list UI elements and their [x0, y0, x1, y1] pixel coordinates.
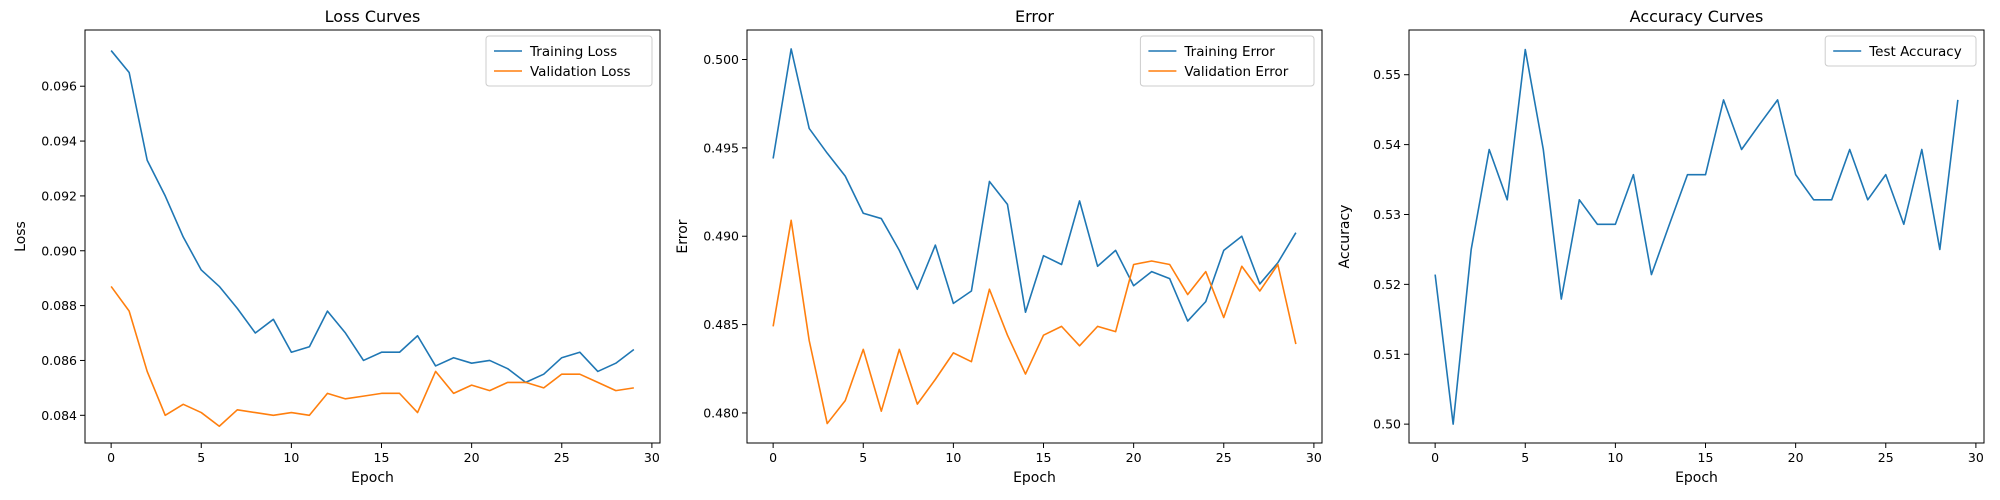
x-tick-label: 20 [464, 450, 480, 465]
x-tick-label: 10 [283, 450, 299, 465]
legend-box [485, 35, 653, 87]
subplot-error: Error Epoch Error 0 5 10 15 20 25 30 0.480 0.485… [675, 7, 1323, 486]
y-tick-label: 0.096 [41, 79, 77, 94]
y-tick-label: 0.094 [41, 134, 77, 149]
legend-label: Validation Loss [530, 64, 631, 80]
y-tick-label: 0.495 [703, 140, 739, 155]
x-tick-label: 15 [1698, 450, 1714, 465]
chart-title: Loss Curves [325, 7, 421, 26]
series-line-1 [772, 48, 1297, 322]
y-tick-label: 0.086 [41, 353, 77, 368]
x-tick-label: 0 [107, 450, 115, 465]
y-tick-label: 0.088 [41, 298, 77, 313]
y-tick-label: 0.50 [1373, 417, 1401, 432]
x-tick-label: 30 [1306, 450, 1322, 465]
subplot-loss-curves: Loss Curves Epoch Loss 0 5 10 15 20 25 30 0.084… [13, 7, 661, 486]
legend-label: Validation Error [1184, 64, 1288, 80]
chart-title: Accuracy Curves [1630, 7, 1764, 26]
x-tick-label: 20 [1788, 450, 1804, 465]
x-tick-label: 10 [1607, 450, 1623, 465]
series-line-1 [1434, 48, 1959, 425]
legend: Training Loss Validation Loss [485, 35, 653, 87]
y-axis-label: Loss [13, 221, 29, 252]
plot-frame [84, 29, 661, 444]
x-tick-label: 30 [1968, 450, 1984, 465]
x-tick-label: 25 [554, 450, 570, 465]
x-tick-label: 5 [1521, 450, 1529, 465]
y-tick-label: 0.51 [1373, 347, 1401, 362]
plot-frame [746, 29, 1323, 444]
y-tick-label: 0.53 [1373, 207, 1401, 222]
subplot-accuracy-curves: Accuracy Curves Epoch Accuracy 0 5 10 15 20 2… [1337, 7, 1985, 486]
x-tick-label: 10 [945, 450, 961, 465]
legend-box [1139, 35, 1315, 87]
legend: Test Accuracy [1824, 35, 1977, 67]
legend-label: Training Loss [529, 44, 617, 60]
y-tick-label: 0.485 [703, 317, 739, 332]
series-line-2 [772, 219, 1297, 425]
y-tick-label: 0.480 [703, 405, 739, 420]
y-tick-label: 0.084 [41, 408, 77, 423]
legend-label: Training Error [1183, 44, 1275, 60]
x-tick-label: 15 [374, 450, 390, 465]
y-tick-label: 0.52 [1373, 277, 1401, 292]
plot-frame [1408, 29, 1985, 444]
x-axis-label: Epoch [1675, 470, 1718, 486]
x-tick-label: 20 [1126, 450, 1142, 465]
y-tick-label: 0.092 [41, 188, 77, 203]
y-tick-label: 0.090 [41, 243, 77, 258]
y-tick-label: 0.55 [1373, 67, 1401, 82]
series-line-1 [110, 50, 635, 384]
y-axis-label: Error [675, 219, 691, 253]
x-tick-label: 5 [859, 450, 867, 465]
x-tick-label: 25 [1216, 450, 1232, 465]
legend-label: Test Accuracy [1868, 44, 1962, 60]
x-tick-label: 30 [644, 450, 660, 465]
x-tick-label: 0 [1431, 450, 1439, 465]
chart-title: Error [1015, 7, 1054, 26]
y-axis-label: Accuracy [1337, 205, 1353, 269]
x-tick-label: 15 [1036, 450, 1052, 465]
legend-box [1824, 35, 1977, 67]
series-line-2 [110, 285, 634, 428]
x-axis-label: Epoch [351, 470, 394, 486]
x-tick-label: 5 [197, 450, 205, 465]
x-tick-label: 0 [769, 450, 777, 465]
y-tick-label: 0.54 [1373, 137, 1401, 152]
y-tick-label: 0.500 [703, 52, 739, 67]
x-tick-label: 25 [1878, 450, 1894, 465]
legend: Training Error Validation Error [1139, 35, 1315, 87]
y-tick-label: 0.490 [703, 229, 739, 244]
x-axis-label: Epoch [1013, 470, 1056, 486]
